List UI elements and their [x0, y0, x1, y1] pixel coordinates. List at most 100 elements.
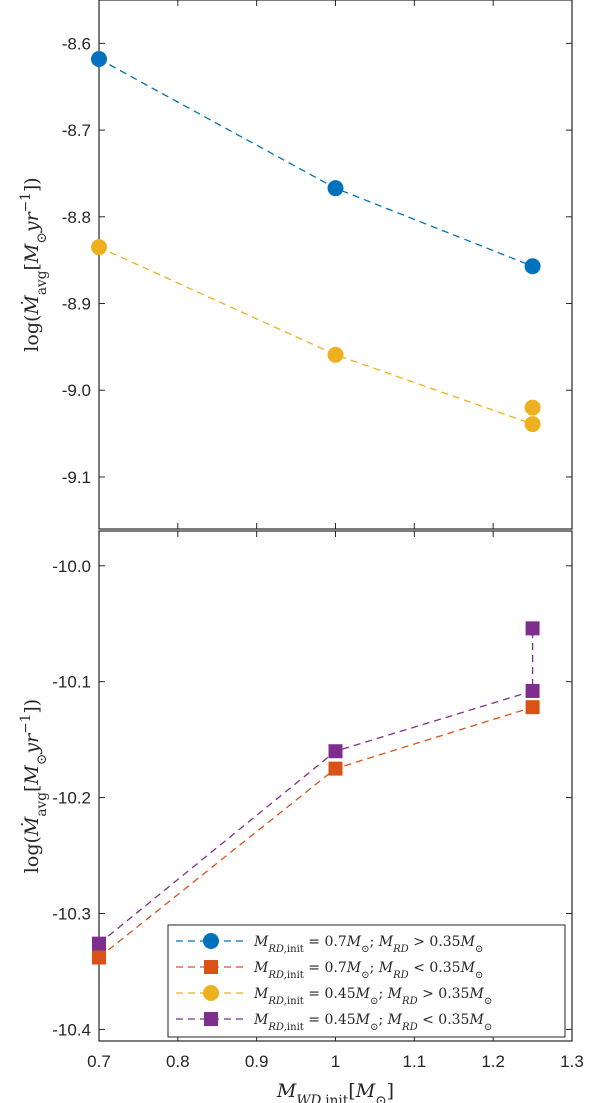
label-part: RD, — [267, 1022, 287, 1033]
label-part: M — [468, 986, 484, 1002]
label-part: avg — [34, 792, 50, 817]
label-part: RD, — [267, 944, 287, 955]
label-part: M — [21, 243, 43, 264]
label-part: ] — [387, 1080, 394, 1102]
label-part: init — [287, 1022, 304, 1033]
label-part: M — [346, 934, 362, 950]
label-part: ⊙ — [34, 754, 50, 765]
y-axis-label: log(Ṁavg[M⊙yr−1]) — [18, 699, 50, 873]
bottom-panel: 0.7 0.8 0.9 1 1.1 1.2 1.3 -10.0 -10.1 -10.2 -10.3 -… — [18, 530, 584, 1103]
label-part: −1 — [18, 714, 34, 734]
label-part: M — [253, 960, 269, 976]
x-axis-label: MWD,init[M⊙] — [276, 1080, 394, 1103]
label-part: init — [287, 996, 304, 1007]
x-tick-label: 0.9 — [245, 1052, 269, 1071]
y-tick-label: -8.7 — [62, 121, 91, 140]
y-tick-label: -9.0 — [62, 381, 91, 400]
y-axis-label: log(Ṁavg[M⊙yr−1]) — [18, 177, 50, 351]
label-part: M — [468, 1012, 484, 1028]
label-part: ⊙ — [34, 232, 50, 243]
y-tick-label: -10.0 — [52, 557, 91, 576]
y-tick-label: -10.4 — [52, 1020, 91, 1039]
x-tick-label: 0.8 — [166, 1052, 190, 1071]
data-point — [91, 239, 107, 256]
data-point — [92, 936, 106, 951]
label-part: ⊙ — [475, 944, 483, 955]
label-part: M — [253, 1012, 269, 1028]
series-line — [98, 628, 534, 945]
label-part: M — [355, 1012, 371, 1028]
label-part: ]) — [21, 699, 43, 714]
legend-entry-label: MRD,init = 0.7M⊙; MRD > 0.35M⊙ — [253, 934, 483, 955]
top-panel: -8.6 -8.7 -8.8 -8.9 -9.0 -9.1 log(Ṁavg[M⊙yr−1]… — [18, 0, 573, 530]
label-part: RD — [401, 996, 418, 1007]
label-part: ⊙ — [484, 996, 492, 1007]
label-part: M — [253, 934, 269, 950]
y-tick-label: -8.6 — [62, 34, 91, 53]
label-part: < 0.35 — [418, 1012, 470, 1028]
data-point — [524, 416, 541, 433]
label-part: M — [460, 960, 476, 976]
data-point — [327, 180, 344, 197]
data-point — [525, 700, 540, 715]
label-part: RD, — [267, 970, 287, 981]
y-tick-label: -8.9 — [62, 295, 91, 314]
legend-marker — [204, 960, 218, 974]
label-part: = 0.45 — [304, 986, 356, 1002]
y-tick-label: -10.2 — [52, 789, 91, 808]
label-part: RD, — [267, 996, 287, 1007]
label-part: > 0.35 — [418, 986, 470, 1002]
x-tick-label: 1.3 — [560, 1052, 584, 1071]
label-part: ⊙ — [370, 996, 378, 1007]
x-tick-label: 1.2 — [481, 1052, 505, 1071]
x-tick-label: 0.7 — [87, 1052, 111, 1071]
label-part: M — [355, 1080, 376, 1102]
data-point — [524, 258, 541, 275]
label-part: ⊙ — [375, 1093, 386, 1103]
label-part: = 0.45 — [304, 1012, 356, 1028]
label-part: ; — [370, 960, 379, 976]
label-part: RD — [401, 1022, 418, 1033]
label-part: M — [276, 1080, 297, 1102]
label-part: WD, — [296, 1093, 325, 1103]
legend-entry-label: MRD,init = 0.7M⊙; MRD < 0.35M⊙ — [253, 960, 483, 981]
label-part: RD — [392, 944, 409, 955]
series-line — [98, 246, 534, 426]
label-part: [ — [348, 1080, 355, 1102]
data-point — [328, 761, 343, 776]
y-tick-label: -8.8 — [62, 208, 91, 227]
label-part: ⊙ — [370, 1022, 378, 1033]
data-point — [524, 399, 541, 416]
legend-box — [167, 924, 566, 1038]
x-tick-label: 1.1 — [403, 1052, 427, 1071]
label-part: ⊙ — [361, 944, 369, 955]
label-part: M — [378, 934, 394, 950]
label-part: ⊙ — [361, 970, 369, 981]
data-point — [91, 50, 107, 67]
data-point — [327, 346, 344, 363]
label-part: M — [346, 960, 362, 976]
label-part: [ — [21, 785, 43, 792]
label-part: ; — [378, 1012, 387, 1028]
label-part: < 0.35 — [409, 960, 461, 976]
label-part: yr — [21, 210, 43, 233]
legend: MRD,init = 0.7M⊙; MRD > 0.35M⊙MRD,init =… — [167, 924, 566, 1038]
label-part: M — [378, 960, 394, 976]
label-part: ; — [378, 986, 387, 1002]
label-part: avg — [34, 270, 50, 295]
label-part: yr — [21, 732, 43, 755]
data-point — [92, 950, 106, 965]
label-part: = 0.7 — [304, 960, 347, 976]
axes-box — [98, 0, 573, 530]
y-tick-label: -10.3 — [52, 905, 91, 924]
label-part: init — [287, 944, 304, 955]
label-part: M — [253, 986, 269, 1002]
legend-marker — [204, 1012, 218, 1026]
legend-marker — [203, 985, 219, 1001]
series-line — [98, 706, 533, 959]
label-part: log( — [21, 836, 43, 873]
label-part: ⊙ — [484, 1022, 492, 1033]
label-part: [ — [21, 263, 43, 270]
label-part: −1 — [18, 192, 34, 212]
